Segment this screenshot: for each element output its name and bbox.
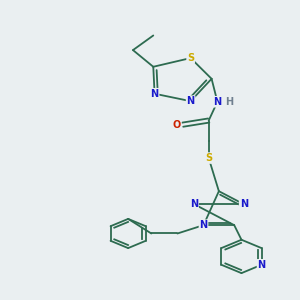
Text: O: O [173,120,181,130]
Text: N: N [200,220,208,230]
Text: S: S [187,53,194,63]
Text: N: N [151,89,159,99]
Text: N: N [240,199,248,209]
Text: S: S [205,153,212,163]
Text: N: N [213,97,221,107]
Text: N: N [190,199,198,209]
Text: N: N [187,96,195,106]
Text: N: N [257,260,266,270]
Text: H: H [225,97,233,107]
